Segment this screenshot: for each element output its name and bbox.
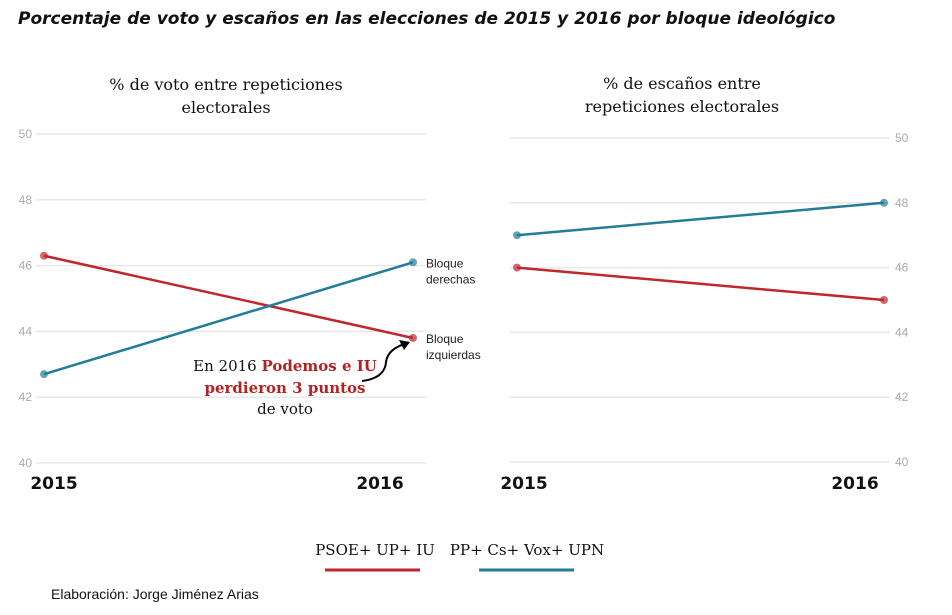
panel-subtitle: % de escaños entre: [603, 74, 761, 93]
series-end-label: Bloque: [426, 256, 464, 270]
annotation-line1: En 2016 Podemos e IU: [193, 357, 377, 375]
chart-title: Porcentaje de voto y escaños en las elec…: [18, 9, 836, 29]
series-line-left: [43, 254, 414, 340]
credit: Elaboración: Jorge Jiménez Arias: [51, 586, 259, 602]
y-tick-label: 42: [895, 390, 909, 404]
annotation-line3: de voto: [257, 400, 313, 418]
data-point: [880, 198, 888, 207]
y-tick-label: 50: [19, 127, 33, 141]
panel-subtitle: electorales: [181, 98, 270, 117]
legend-label-left: PSOE+ UP+ IU: [315, 541, 435, 559]
y-tick-label: 46: [19, 259, 33, 273]
data-point: [409, 258, 417, 267]
x-tick-label: 2015: [500, 474, 547, 494]
y-tick-label: 42: [19, 390, 33, 404]
panel-subtitle: % de voto entre repeticiones: [109, 75, 342, 94]
series-line-left: [516, 266, 885, 302]
seats-panel: % de escaños entre repeticiones electoral…: [500, 74, 908, 494]
y-tick-label: 50: [895, 131, 909, 145]
series-line-right: [43, 261, 414, 376]
series-line-right: [516, 201, 885, 237]
vote-panel: % de voto entre repeticiones electorales 4…: [19, 75, 481, 494]
y-tick-label: 48: [19, 193, 33, 207]
legend-label-right: PP+ Cs+ Vox+ UPN: [450, 541, 604, 559]
series-end-label: izquierdas: [426, 348, 481, 362]
arrow-head-icon: [399, 340, 410, 350]
annotation-arrow: [361, 342, 409, 382]
y-tick-label: 44: [19, 324, 33, 338]
series-end-label: derechas: [426, 272, 475, 286]
data-point: [513, 231, 521, 240]
annotation-line2: perdieron 3 puntos: [204, 379, 365, 397]
x-tick-label: 2016: [831, 474, 878, 494]
x-tick-label: 2016: [356, 474, 403, 494]
data-point: [880, 296, 888, 304]
series-end-label: Bloque: [426, 332, 464, 346]
data-point: [513, 263, 521, 272]
x-tick-label: 2015: [30, 474, 77, 494]
y-tick-label: 40: [19, 456, 33, 470]
y-tick-label: 46: [895, 261, 909, 275]
y-tick-label: 48: [895, 196, 909, 210]
y-tick-label: 44: [895, 325, 909, 339]
data-point: [40, 251, 48, 260]
panel-subtitle: repeticiones electorales: [585, 97, 779, 116]
data-point: [409, 333, 417, 342]
y-tick-label: 40: [895, 455, 909, 469]
data-point: [40, 370, 48, 379]
